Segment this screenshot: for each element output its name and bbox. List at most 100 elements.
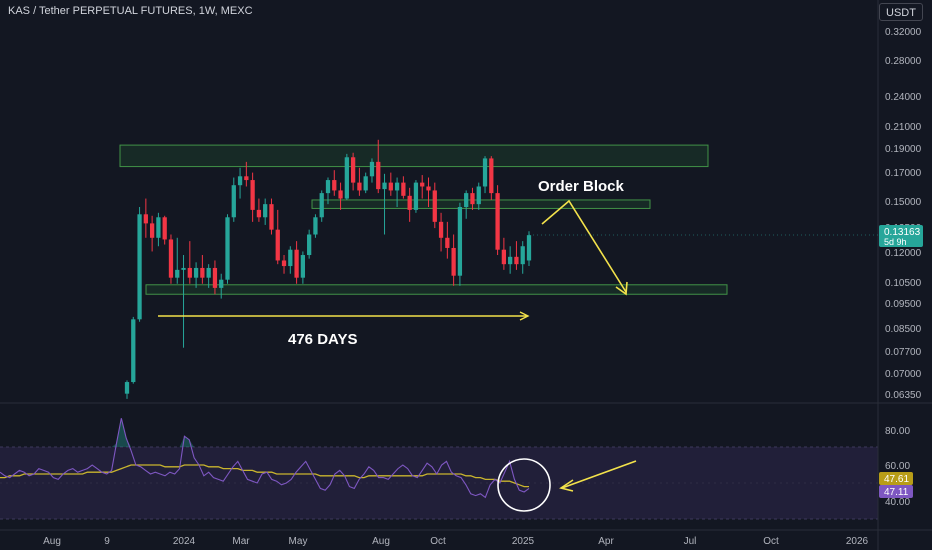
- candle-body[interactable]: [501, 249, 507, 265]
- candle-body[interactable]: [338, 190, 343, 199]
- currency-button[interactable]: USDT: [879, 3, 923, 21]
- candle-body[interactable]: [124, 382, 130, 394]
- chart-title: KAS / Tether PERPETUAL FUTURES, 1W, MEXC: [8, 5, 253, 17]
- order-block-arrow-head: [615, 281, 628, 296]
- price-tick-label: 0.12000: [885, 248, 922, 259]
- candle-body[interactable]: [388, 182, 393, 191]
- candle-body[interactable]: [432, 190, 437, 222]
- rsi-pointer-arrow: [561, 460, 637, 489]
- rsi-ma-value: 47.61: [884, 474, 909, 485]
- candle-body[interactable]: [149, 223, 155, 238]
- candle-body[interactable]: [294, 249, 299, 278]
- current-price-label: 0.13163: [884, 227, 921, 238]
- candle-body[interactable]: [350, 157, 356, 183]
- candle-body[interactable]: [162, 217, 167, 240]
- rsi-tick-label: 40.00: [885, 497, 910, 508]
- candle-body[interactable]: [470, 193, 475, 205]
- candle-body[interactable]: [256, 209, 262, 218]
- candle-body[interactable]: [269, 204, 274, 230]
- rsi-tick-label: 80.00: [885, 426, 910, 437]
- time-tick-label: Aug: [43, 536, 61, 547]
- price-tick-label: 0.10500: [885, 278, 922, 289]
- order-block-zone: [145, 284, 728, 295]
- time-tick-label: Jul: [684, 536, 697, 547]
- candles-layer[interactable]: [124, 139, 532, 399]
- candle-body[interactable]: [231, 185, 236, 218]
- candle-body[interactable]: [212, 267, 218, 288]
- candle-body[interactable]: [181, 267, 186, 270]
- candle-body[interactable]: [137, 214, 142, 320]
- candle-body[interactable]: [357, 182, 362, 191]
- candle-body[interactable]: [332, 180, 337, 191]
- candle-body[interactable]: [131, 319, 136, 383]
- candle-body[interactable]: [508, 256, 513, 265]
- candle-body[interactable]: [457, 207, 463, 276]
- candle-body[interactable]: [482, 158, 488, 187]
- candle-body[interactable]: [520, 246, 525, 265]
- candle-body[interactable]: [394, 182, 400, 191]
- candle-body[interactable]: [275, 229, 280, 261]
- candle-body[interactable]: [244, 176, 249, 181]
- candle-body[interactable]: [168, 239, 174, 278]
- candle-body[interactable]: [489, 158, 494, 194]
- candle-body[interactable]: [288, 249, 293, 267]
- candle-body[interactable]: [451, 247, 456, 276]
- candle-body[interactable]: [495, 193, 500, 250]
- candle-body[interactable]: [263, 204, 268, 218]
- rsi-band-layer: [0, 446, 878, 520]
- candle-body[interactable]: [426, 186, 431, 191]
- candle-body[interactable]: [143, 214, 148, 224]
- time-tick-label: 9: [104, 536, 110, 547]
- candle-body[interactable]: [464, 193, 469, 207]
- candle-body[interactable]: [200, 267, 205, 278]
- candle-body[interactable]: [401, 182, 406, 196]
- candle-body[interactable]: [526, 235, 532, 261]
- candle-body[interactable]: [193, 267, 199, 278]
- price-tick-label: 0.24000: [885, 92, 922, 103]
- candle-body[interactable]: [175, 269, 180, 278]
- time-tick-label: 2025: [512, 536, 535, 547]
- candle-body[interactable]: [156, 217, 161, 238]
- rsi-layer: [0, 418, 530, 499]
- candle-body[interactable]: [413, 182, 419, 210]
- candle-body[interactable]: [438, 221, 444, 238]
- candle-body[interactable]: [369, 161, 375, 177]
- candle-body[interactable]: [187, 267, 192, 278]
- countdown-label: 5d 9h: [884, 237, 907, 247]
- candle-body[interactable]: [300, 255, 306, 278]
- price-tick-label: 0.08500: [885, 324, 922, 335]
- candle-body[interactable]: [445, 237, 450, 248]
- candle-body[interactable]: [225, 217, 230, 280]
- time-tick-label: 2024: [173, 536, 196, 547]
- days-label: 476 DAYS: [288, 331, 358, 348]
- candle-body[interactable]: [237, 176, 243, 186]
- candle-body[interactable]: [319, 193, 324, 218]
- candle-body[interactable]: [420, 182, 425, 187]
- candle-body[interactable]: [363, 176, 368, 191]
- time-tick-label: Oct: [430, 536, 446, 547]
- candle-body[interactable]: [382, 182, 387, 190]
- rsi-value-badge: [879, 485, 913, 498]
- price-tick-label: 0.07700: [885, 347, 922, 358]
- price-tick-label: 0.19000: [885, 144, 922, 155]
- order-block-zone: [119, 144, 709, 168]
- candle-body[interactable]: [407, 195, 412, 210]
- rsi-ma-badge: [879, 472, 913, 485]
- price-tick-label: 0.17000: [885, 168, 922, 179]
- candle-body[interactable]: [376, 161, 381, 190]
- candle-body[interactable]: [325, 180, 331, 194]
- candle-body[interactable]: [313, 217, 318, 235]
- candle-body[interactable]: [219, 279, 224, 288]
- arrows-layer: [158, 199, 637, 512]
- candle-body[interactable]: [476, 186, 481, 205]
- candle-body[interactable]: [514, 256, 519, 265]
- candle-body[interactable]: [281, 260, 287, 267]
- candle-body[interactable]: [344, 157, 349, 199]
- rsi-value: 47.11: [884, 487, 909, 498]
- candle-body[interactable]: [250, 180, 255, 210]
- order-block-zone: [311, 199, 651, 209]
- candle-body[interactable]: [206, 267, 211, 278]
- candle-body[interactable]: [307, 234, 312, 256]
